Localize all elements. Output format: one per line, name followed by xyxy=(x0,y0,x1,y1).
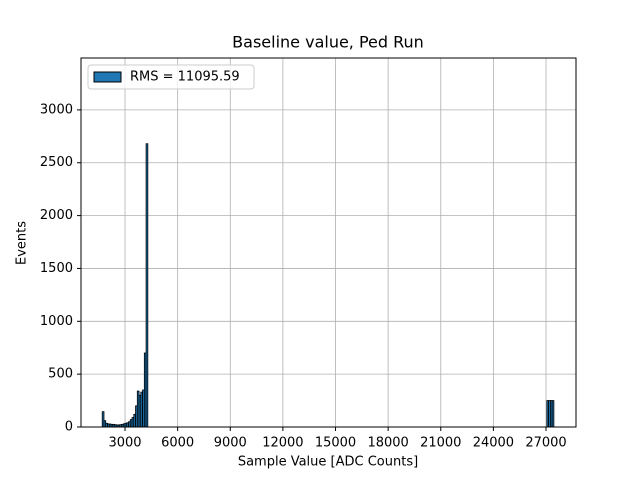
y-tick-label: 1500 xyxy=(40,261,73,276)
y-tick-label: 3000 xyxy=(40,102,73,117)
y-tick-label: 1000 xyxy=(40,314,73,329)
y-tick-label: 2500 xyxy=(40,155,73,170)
plot-frame xyxy=(80,57,577,428)
x-axis-label: Sample Value [ADC Counts] xyxy=(238,455,418,470)
histogram-bar xyxy=(145,143,149,428)
x-tick-label: 15000 xyxy=(315,436,356,451)
x-tick-label: 24000 xyxy=(473,436,514,451)
x-tick-label: 9000 xyxy=(214,436,247,451)
x-tick-label: 27000 xyxy=(525,436,566,451)
x-tick-label: 6000 xyxy=(161,436,194,451)
y-tick-label: 0 xyxy=(65,420,73,435)
legend-box xyxy=(87,64,255,90)
y-tick-label: 500 xyxy=(48,367,73,382)
x-tick-label: 3000 xyxy=(108,436,141,451)
y-tick-label: 2000 xyxy=(40,208,73,223)
x-tick-label: 18000 xyxy=(367,436,408,451)
legend-label: RMS = 11095.59 xyxy=(130,70,240,85)
x-tick-label: 12000 xyxy=(262,436,303,451)
chart-title: Baseline value, Ped Run xyxy=(232,33,424,52)
legend-swatch xyxy=(93,71,122,83)
histogram-bar xyxy=(551,400,555,428)
y-axis-label: Events xyxy=(15,221,30,265)
x-tick-label: 21000 xyxy=(420,436,461,451)
